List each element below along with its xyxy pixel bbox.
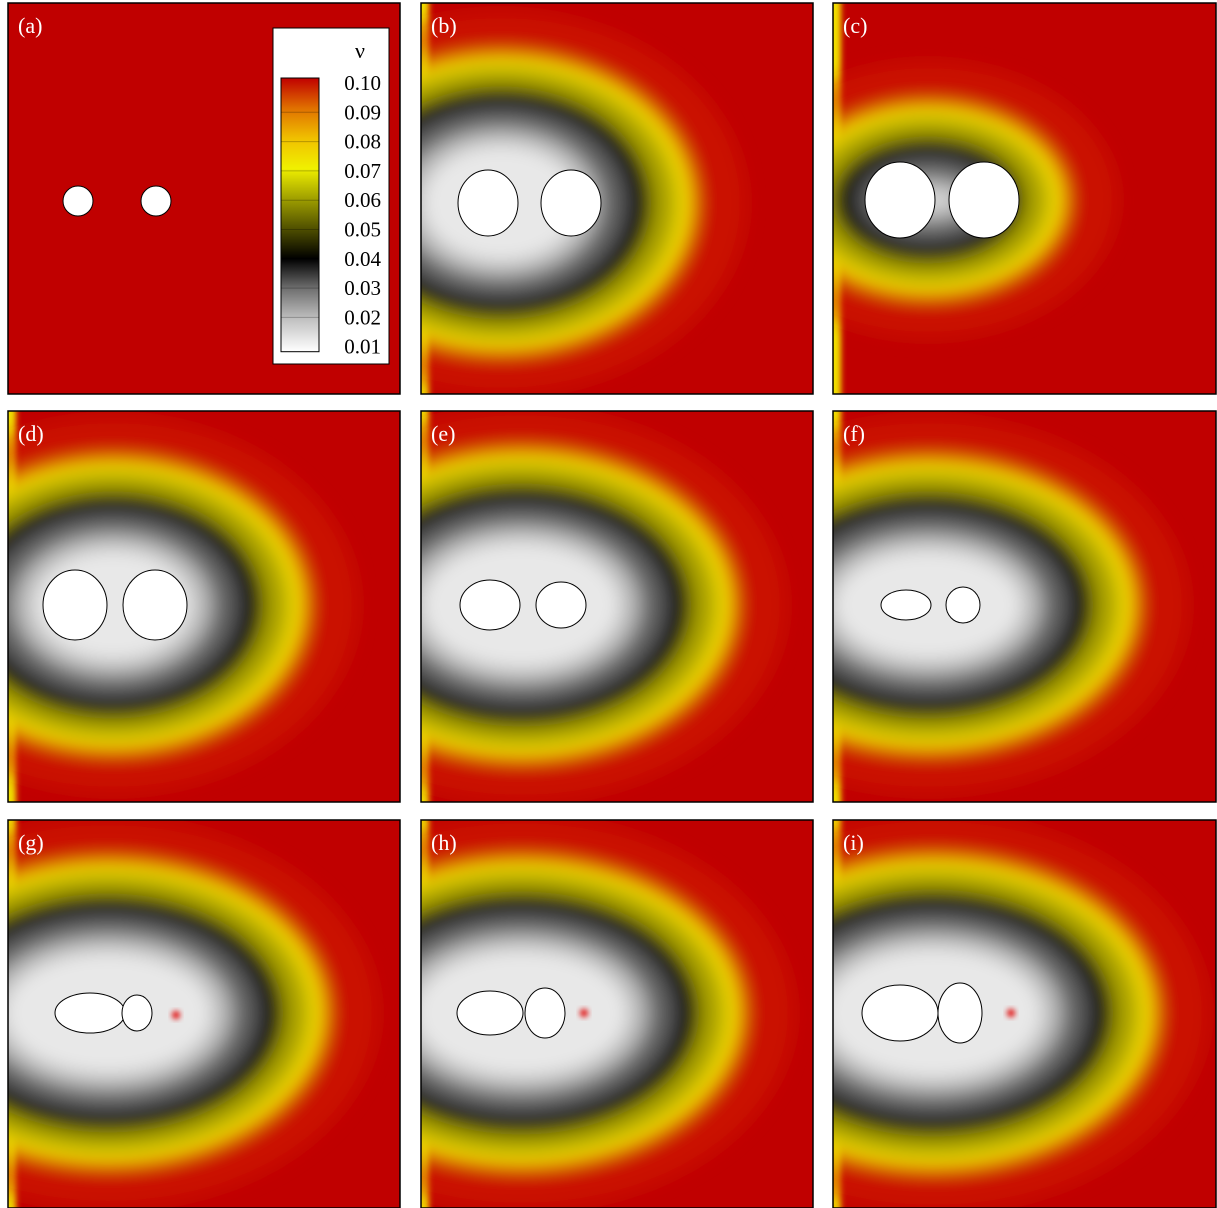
panel-label: (i) (843, 830, 864, 855)
halo (8, 820, 378, 1207)
panel-label: (a) (18, 13, 42, 38)
bubble (861, 984, 939, 1042)
bubble (62, 185, 94, 217)
panel-border (420, 2, 814, 395)
bubble (880, 589, 932, 621)
panel-border (7, 819, 401, 1208)
panel-label: (g) (18, 830, 44, 855)
panel-border (832, 410, 1217, 803)
bubble (535, 581, 587, 629)
panel: (g) (7, 819, 401, 1208)
bubble (540, 169, 602, 237)
bubble (459, 579, 521, 631)
panel-field (8, 411, 400, 802)
halo-layer (421, 541, 621, 669)
colorbar-tick-label: 0.08 (344, 130, 381, 154)
bubble (122, 569, 188, 641)
colorbar-tick-label: 0.05 (344, 218, 381, 242)
bubble (457, 169, 519, 237)
panel-border (832, 2, 1217, 395)
bubble (42, 569, 108, 641)
panel: (d) (7, 410, 401, 803)
panel-label: (b) (431, 13, 457, 38)
panel-field (833, 411, 1216, 802)
colorbar-tick-label: 0.01 (344, 335, 381, 359)
colorbar: ν 0.10 0.09 0.08 0.07 0.06 0.05 0.04 0.03 0.02 0.0… (272, 27, 390, 365)
colorbar-tick-label: 0.04 (344, 247, 381, 271)
bubble (54, 992, 126, 1034)
panel-border (7, 2, 401, 395)
panel-field (8, 820, 400, 1208)
colorbar-tick-label: 0.03 (344, 276, 381, 300)
panel-label: (c) (843, 13, 867, 38)
panel-label: (f) (843, 421, 865, 446)
panel: (b) (420, 2, 814, 395)
panel: (f) (832, 410, 1217, 803)
panel-field (833, 820, 1216, 1208)
panel: (c) (832, 2, 1217, 395)
panel-field (421, 3, 813, 394)
bubble (948, 161, 1020, 239)
bubble (121, 994, 153, 1032)
bubble (937, 982, 983, 1044)
panel-field (421, 411, 813, 802)
panel-border (420, 410, 814, 803)
panel-label: (e) (431, 421, 455, 446)
panel-field (421, 820, 813, 1208)
panel-label: (h) (431, 830, 457, 855)
red-spot (172, 1011, 180, 1019)
red-spot (1007, 1009, 1015, 1017)
panel-border (7, 410, 401, 803)
bubble (945, 586, 981, 624)
panel: (h) (420, 819, 814, 1208)
colorbar-strip (280, 77, 320, 353)
colorbar-tick-label: 0.09 (344, 100, 381, 124)
colorbar-tick-label: 0.07 (344, 159, 381, 183)
panel-label: (d) (18, 421, 44, 446)
bubble (456, 990, 524, 1036)
panel: (e) (420, 410, 814, 803)
panel-border (420, 819, 814, 1208)
colorbar-title: ν (355, 38, 365, 63)
red-spot (580, 1009, 588, 1017)
colorbar-tick-label: 0.06 (344, 188, 381, 212)
panel-field (833, 3, 1216, 394)
panel-border (832, 819, 1217, 1208)
panel: (i) (832, 819, 1217, 1208)
colorbar-tick-label: 0.10 (344, 71, 381, 95)
bubble (864, 161, 936, 239)
bubble (140, 185, 172, 217)
colorbar-tick-label: 0.02 (344, 305, 381, 329)
bubble (524, 987, 566, 1039)
